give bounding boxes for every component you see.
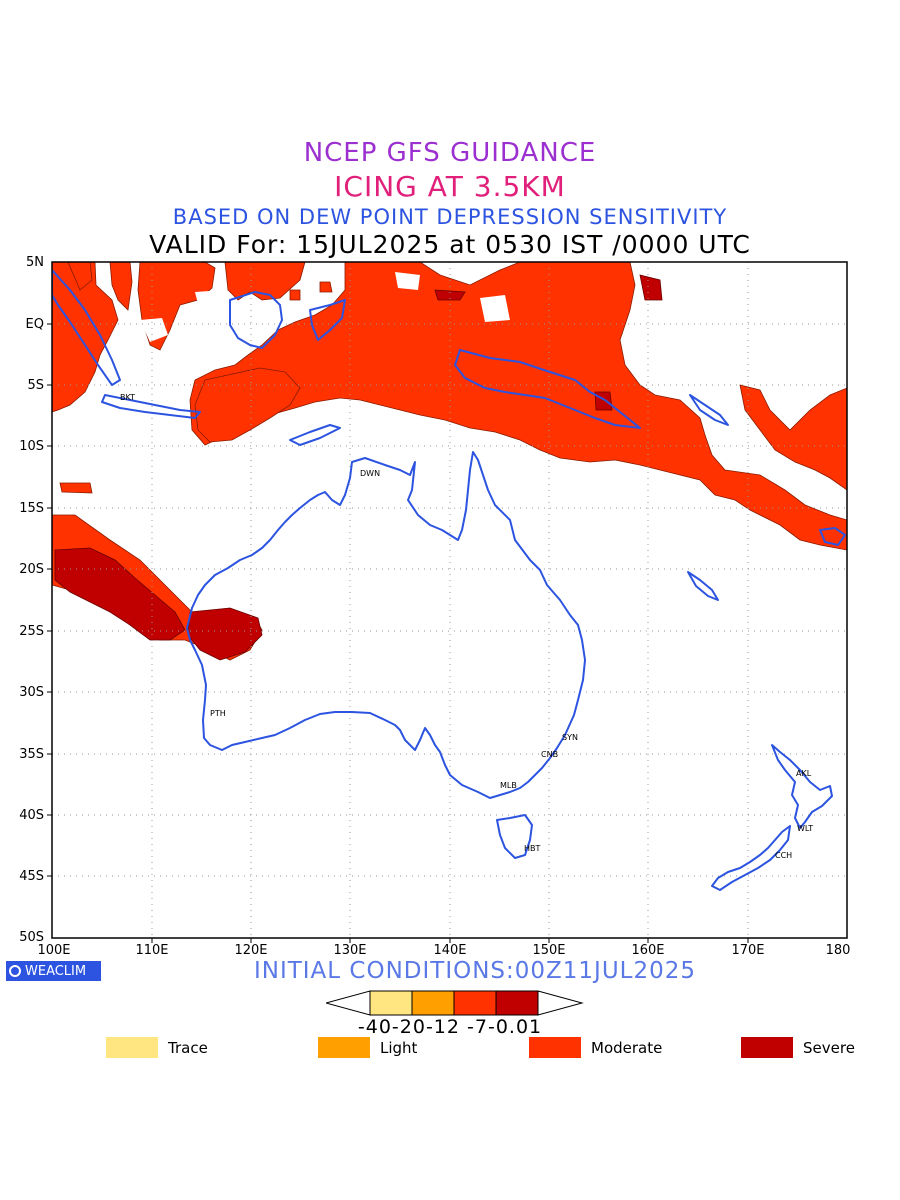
tasmania-coast [496,814,533,859]
legend-trace: Trace [106,1037,208,1058]
colorbar [326,990,584,1016]
city-label: CCH [775,851,793,860]
lat-label: 25S [19,624,44,639]
fiji-coast [819,527,846,546]
sulawesi-coast [309,299,346,341]
legend-label: Light [380,1038,418,1057]
copyright-icon [9,965,21,977]
lat-label: 10S [19,439,44,454]
new-guinea-coast [454,349,641,429]
australia-coast [186,451,586,799]
solomon-islands-coast [689,394,729,426]
lon-label: 130E [333,943,367,958]
initial-conditions: INITIAL CONDITIONS:00Z11JUL2025 [253,958,697,984]
borneo-coast [229,291,283,349]
legend-severe: Severe [741,1037,855,1058]
moderate-icing-areas [52,262,847,661]
lon-label: 180 [825,943,851,958]
city-label: BKT [120,393,135,402]
lon-label: 120E [234,943,268,958]
lat-label: 50S [19,930,44,945]
coastlines [52,269,846,891]
legend-label: Severe [803,1038,855,1057]
title-product: ICING AT 3.5KM [334,170,566,203]
brand-name: WEACLIM [25,963,87,979]
city-label: MLB [500,781,517,790]
lon-label: 100E [37,943,71,958]
lat-label: EQ [25,317,44,332]
lat-label: 35S [19,747,44,762]
lat-label: 40S [19,808,44,823]
legend-label: Trace [168,1038,208,1057]
lat-label: 5N [26,255,44,270]
colorbar-labels: -40-20-12 -7-0.01 [357,1016,543,1038]
lat-label: 5S [27,378,44,393]
lat-label: 45S [19,869,44,884]
legend-moderate: Moderate [529,1037,662,1058]
lon-label: 140E [433,943,467,958]
title-model: NCEP GFS GUIDANCE [303,138,597,168]
city-label: DWN [360,469,381,478]
lat-label: 20S [19,562,44,577]
city-label: WLT [797,824,814,833]
lat-label: 15S [19,501,44,516]
java-coast [101,394,201,419]
lon-label: 160E [631,943,665,958]
new-caledonia-coast [687,571,719,601]
lon-label: 110E [135,943,169,958]
city-label: SYN [562,733,578,742]
legend-light: Light [318,1037,417,1058]
city-label: PTH [210,709,226,718]
new-zealand-north [771,744,833,829]
legend-swatch [318,1037,370,1058]
legend-swatch [741,1037,793,1058]
new-zealand-south [711,825,791,891]
lon-label: 150E [532,943,566,958]
title-method: BASED ON DEW POINT DEPRESSION SENSITIVIT… [172,205,728,229]
timor-coast [289,424,341,446]
clear-areas [140,272,510,342]
lon-label: 170E [731,943,765,958]
city-label: HBT [524,844,541,853]
city-label: CNB [541,750,559,759]
legend-swatch [529,1037,581,1058]
tick-marks [47,323,749,943]
sumatra-coast [52,269,121,386]
legend-swatch [106,1037,158,1058]
legend-label: Moderate [591,1038,663,1057]
title-valid-time: VALID For: 15JUL2025 at 0530 IST /0000 U… [149,230,751,259]
city-label: AKL [796,769,812,778]
brand-badge: WEACLIM [6,961,101,981]
lat-label: 30S [19,685,44,700]
graticule [52,262,847,938]
